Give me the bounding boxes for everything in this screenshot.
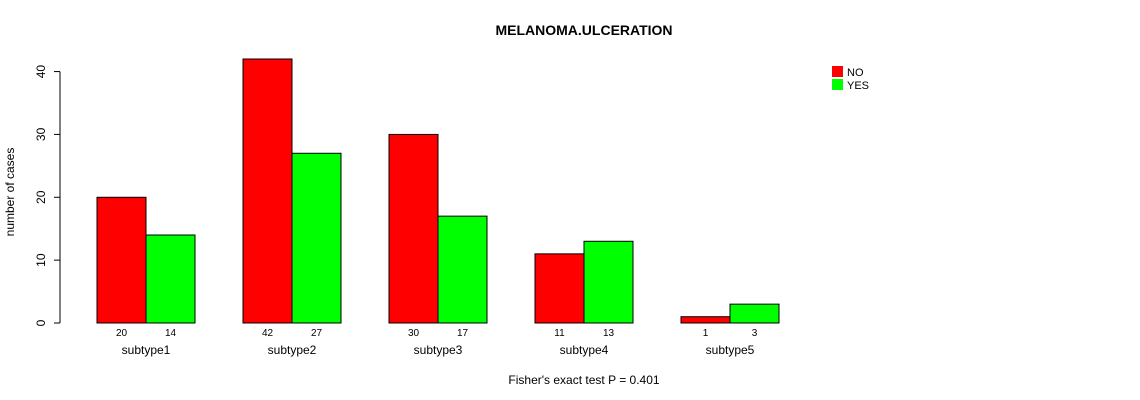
value-label-subtype4-yes: 13 <box>603 328 615 339</box>
category-label-subtype3: subtype3 <box>414 343 463 357</box>
chart-title: MELANOMA.ULCERATION <box>495 22 672 38</box>
bar-subtype4-no <box>534 253 585 324</box>
category-label-subtype2: subtype2 <box>268 343 317 357</box>
y-tick-label: 0 <box>34 319 48 326</box>
value-label-subtype4-no: 11 <box>554 328 565 339</box>
category-label-subtype5: subtype5 <box>706 343 755 357</box>
legend-swatch-no <box>832 66 843 77</box>
value-labels-group: 20 14 42 27 30 17 11 13 1 3 <box>116 328 758 339</box>
y-tick-label: 40 <box>34 65 48 79</box>
value-label-subtype3-yes: 17 <box>457 328 469 339</box>
value-label-subtype5-yes: 3 <box>752 328 758 339</box>
value-label-subtype5-no: 1 <box>703 328 709 339</box>
y-axis: 0 10 20 30 40 <box>34 65 61 326</box>
y-tick-label: 10 <box>34 253 48 267</box>
category-label-subtype4: subtype4 <box>560 343 609 357</box>
bar-subtype3-yes <box>437 215 488 324</box>
y-tick-label: 30 <box>34 127 48 141</box>
bar-subtype2-no <box>242 58 293 324</box>
value-label-subtype1-yes: 14 <box>165 328 177 339</box>
category-label-subtype1: subtype1 <box>122 343 171 357</box>
bar-subtype2-yes <box>291 152 342 324</box>
bar-subtype5-no <box>680 316 731 324</box>
fisher-test-footnote: Fisher's exact test P = 0.401 <box>508 373 659 387</box>
bar-subtype1-no <box>96 196 147 324</box>
value-label-subtype2-yes: 27 <box>311 328 323 339</box>
value-label-subtype1-no: 20 <box>116 328 128 339</box>
bar-subtype4-yes <box>583 240 634 324</box>
legend-swatch-yes <box>832 79 843 90</box>
y-tick-label: 20 <box>34 190 48 204</box>
value-label-subtype3-no: 30 <box>408 328 420 339</box>
bar-subtype1-yes <box>145 234 196 324</box>
value-label-subtype2-no: 42 <box>262 328 274 339</box>
legend-label-no: NO <box>847 67 864 79</box>
bars-group <box>96 58 780 324</box>
y-axis-label: number of cases <box>3 148 17 237</box>
legend-label-yes: YES <box>847 80 869 92</box>
bar-subtype3-no <box>388 133 439 324</box>
bar-subtype5-yes <box>729 303 780 324</box>
category-labels-group: subtype1 subtype2 subtype3 subtype4 subtype5 <box>122 343 755 357</box>
